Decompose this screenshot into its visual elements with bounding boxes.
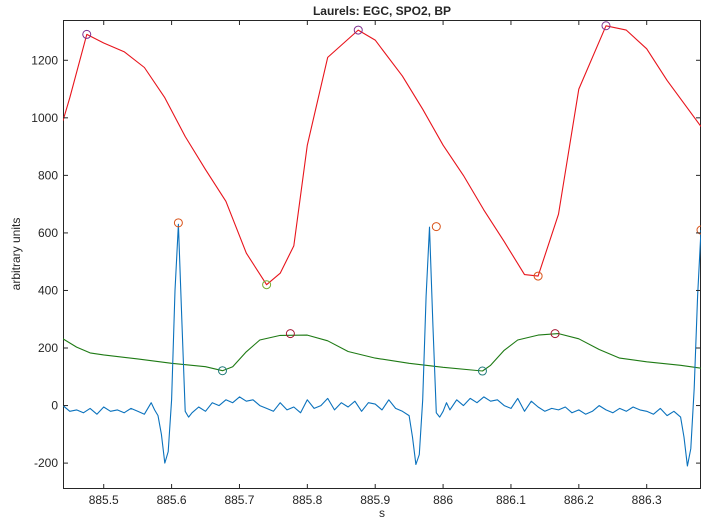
peak-marker-2	[601, 21, 611, 31]
peak-marker-3	[262, 280, 272, 290]
x-axis: 885.5 885.6 885.7 885.8 885.9 886 886.1 886.2 88…	[89, 20, 662, 507]
peak-marker-11	[550, 329, 560, 339]
series-line-spo2	[63, 333, 701, 372]
x-tick-label: 885.7	[224, 493, 254, 507]
y-tick-label: 0	[51, 399, 58, 413]
peak-marker-10	[285, 329, 295, 339]
x-tick-label: 886.3	[632, 493, 662, 507]
y-tick-label: 600	[38, 226, 58, 240]
peak-marker-6	[431, 222, 441, 232]
plot-area	[63, 20, 701, 489]
x-axis-label: s	[379, 506, 385, 519]
peak-marker-5	[173, 218, 183, 228]
chart-title: Laurels: EGC, SPO2, BP	[313, 4, 451, 18]
y-axis: -200 0 200 400 600 800 1000 1200	[31, 53, 701, 470]
y-tick-label: 400	[38, 283, 58, 297]
y-tick-label: 1000	[31, 111, 58, 125]
y-tick-label: 800	[38, 168, 58, 182]
y-tick-label: -200	[34, 456, 58, 470]
plot-frame	[63, 20, 701, 489]
x-tick-label: 886.2	[564, 493, 594, 507]
y-tick-label: 200	[38, 341, 58, 355]
series-line-bp	[63, 25, 701, 286]
peak-marker-9	[477, 366, 487, 376]
x-tick-label: 886.1	[496, 493, 526, 507]
peak-marker-0	[82, 29, 92, 39]
y-axis-label: arbitrary units	[9, 218, 23, 291]
x-tick-label: 885.9	[360, 493, 390, 507]
x-tick-label: 885.8	[292, 493, 322, 507]
peak-marker-1	[353, 25, 363, 35]
x-tick-label: 885.5	[89, 493, 119, 507]
x-tick-label: 886	[433, 493, 453, 507]
series-line-ecg	[63, 223, 701, 467]
peak-marker-4	[533, 271, 543, 281]
y-tick-label: 1200	[31, 53, 58, 67]
x-tick-label: 885.6	[157, 493, 187, 507]
peak-marker-7	[696, 225, 701, 235]
peak-marker-8	[218, 366, 227, 376]
